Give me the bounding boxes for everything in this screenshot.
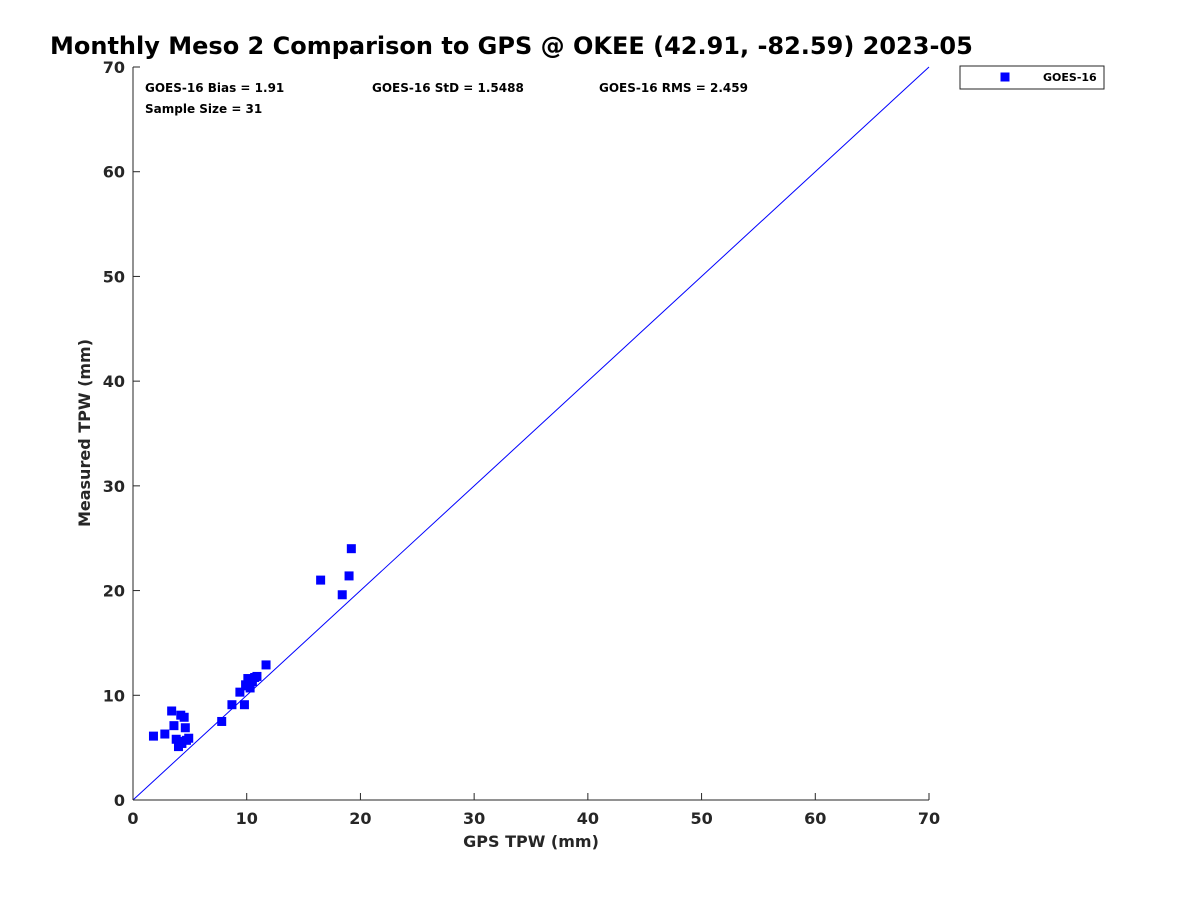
data-points — [148, 544, 356, 752]
legend-box — [959, 65, 1105, 90]
data-point — [227, 700, 237, 710]
stat-bias: GOES-16 Bias = 1.91 — [145, 81, 284, 95]
data-point — [337, 590, 347, 600]
data-point — [242, 681, 252, 691]
y-axis-label: Measured TPW (mm) — [75, 339, 94, 527]
plot-area — [132, 67, 929, 801]
y-tick-label: 10 — [103, 686, 125, 705]
data-point — [184, 733, 194, 743]
data-point — [235, 687, 245, 697]
x-tick-label: 50 — [690, 809, 712, 828]
data-point — [217, 716, 227, 726]
x-tick-label: 20 — [349, 809, 371, 828]
stat-std: GOES-16 StD = 1.5488 — [372, 81, 524, 95]
data-point — [252, 671, 262, 681]
stat-sample-size: Sample Size = 31 — [145, 102, 262, 116]
one-to-one-line — [132, 66, 930, 801]
y-tick-label: 40 — [103, 372, 125, 391]
data-point — [346, 544, 356, 554]
y-tick-label: 50 — [103, 267, 125, 286]
x-tick-label: 10 — [236, 809, 258, 828]
y-tick-label: 70 — [103, 58, 125, 77]
chart-title: Monthly Meso 2 Comparison to GPS @ OKEE … — [50, 32, 973, 60]
y-tick-label: 30 — [103, 477, 125, 496]
y-tick-label: 60 — [103, 163, 125, 182]
x-tick-label: 40 — [577, 809, 599, 828]
data-point — [344, 571, 354, 581]
x-axis-label: GPS TPW (mm) — [463, 832, 599, 851]
y-tick-label: 0 — [114, 791, 125, 810]
legend-marker-goes16 — [1000, 72, 1010, 82]
x-tick-label: 70 — [918, 809, 940, 828]
stat-rms: GOES-16 RMS = 2.459 — [599, 81, 748, 95]
data-point — [148, 731, 158, 741]
legend-label-goes16: GOES-16 — [1043, 71, 1097, 84]
legend: GOES-16 — [959, 65, 1105, 90]
data-point — [160, 729, 170, 739]
data-point — [169, 721, 179, 731]
x-tick-label: 60 — [804, 809, 826, 828]
x-axis-ticks: 0 10 20 30 40 50 60 70 — [127, 793, 940, 828]
data-point — [177, 738, 187, 748]
x-tick-label: 0 — [127, 809, 138, 828]
data-point — [180, 723, 190, 733]
x-tick-label: 30 — [463, 809, 485, 828]
y-tick-label: 20 — [103, 582, 125, 601]
data-point — [316, 575, 326, 585]
y-axis-ticks: 0 10 20 30 40 50 60 70 — [103, 58, 140, 810]
data-point — [239, 700, 249, 710]
data-point — [261, 660, 271, 670]
data-point — [179, 712, 189, 722]
reference-line-group — [132, 66, 930, 801]
data-point — [167, 706, 177, 716]
data-point — [246, 675, 256, 685]
